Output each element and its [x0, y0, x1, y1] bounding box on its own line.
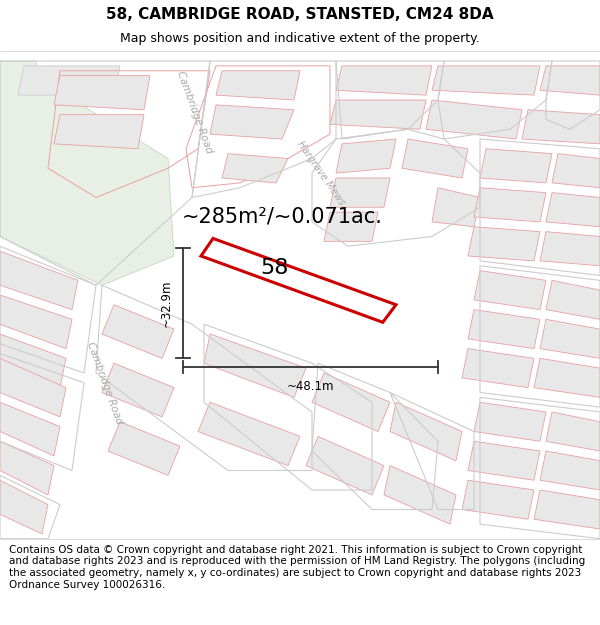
Polygon shape: [0, 334, 66, 388]
Polygon shape: [222, 154, 288, 183]
Polygon shape: [546, 281, 600, 319]
Text: Hargrave Mews: Hargrave Mews: [295, 139, 347, 207]
Text: ~48.1m: ~48.1m: [287, 380, 334, 393]
Polygon shape: [402, 139, 468, 178]
Polygon shape: [216, 71, 300, 100]
Polygon shape: [474, 271, 546, 309]
Polygon shape: [522, 110, 600, 144]
Polygon shape: [330, 178, 390, 208]
Polygon shape: [330, 100, 426, 129]
Polygon shape: [0, 61, 174, 285]
Polygon shape: [336, 66, 432, 95]
Polygon shape: [468, 441, 540, 480]
Polygon shape: [312, 373, 390, 431]
Polygon shape: [204, 334, 306, 398]
Polygon shape: [336, 139, 396, 173]
Text: ~285m²/~0.071ac.: ~285m²/~0.071ac.: [182, 207, 382, 227]
Polygon shape: [102, 305, 174, 358]
Polygon shape: [306, 436, 384, 495]
Polygon shape: [540, 66, 600, 95]
Polygon shape: [552, 154, 600, 188]
Polygon shape: [474, 402, 546, 441]
Polygon shape: [0, 402, 60, 456]
Text: Map shows position and indicative extent of the property.: Map shows position and indicative extent…: [120, 32, 480, 45]
Polygon shape: [54, 76, 150, 110]
Polygon shape: [324, 212, 378, 241]
Polygon shape: [540, 451, 600, 490]
Polygon shape: [210, 105, 294, 139]
Polygon shape: [468, 227, 540, 261]
Polygon shape: [474, 188, 546, 222]
Polygon shape: [54, 114, 144, 149]
Polygon shape: [201, 239, 396, 322]
Text: Cambridge Road: Cambridge Road: [85, 340, 125, 426]
Polygon shape: [0, 441, 54, 495]
Polygon shape: [432, 188, 480, 227]
Polygon shape: [0, 480, 48, 534]
Polygon shape: [462, 480, 534, 519]
Polygon shape: [480, 149, 552, 183]
Polygon shape: [102, 363, 174, 417]
Text: Cambridge Road: Cambridge Road: [175, 69, 215, 155]
Polygon shape: [0, 358, 66, 417]
Polygon shape: [198, 402, 300, 466]
Polygon shape: [462, 349, 534, 388]
Polygon shape: [546, 192, 600, 227]
Polygon shape: [426, 100, 522, 139]
Polygon shape: [0, 251, 78, 309]
Polygon shape: [546, 412, 600, 451]
Polygon shape: [540, 319, 600, 358]
Polygon shape: [384, 466, 456, 524]
Polygon shape: [468, 309, 540, 349]
Polygon shape: [534, 490, 600, 529]
Polygon shape: [108, 422, 180, 476]
Polygon shape: [534, 358, 600, 398]
Polygon shape: [432, 66, 540, 95]
Polygon shape: [0, 295, 72, 349]
Text: 58: 58: [260, 258, 289, 278]
Polygon shape: [18, 66, 120, 95]
Polygon shape: [390, 402, 462, 461]
Text: ~32.9m: ~32.9m: [160, 279, 173, 327]
Text: Contains OS data © Crown copyright and database right 2021. This information is : Contains OS data © Crown copyright and d…: [9, 545, 585, 589]
Polygon shape: [540, 232, 600, 266]
Text: 58, CAMBRIDGE ROAD, STANSTED, CM24 8DA: 58, CAMBRIDGE ROAD, STANSTED, CM24 8DA: [106, 7, 494, 22]
